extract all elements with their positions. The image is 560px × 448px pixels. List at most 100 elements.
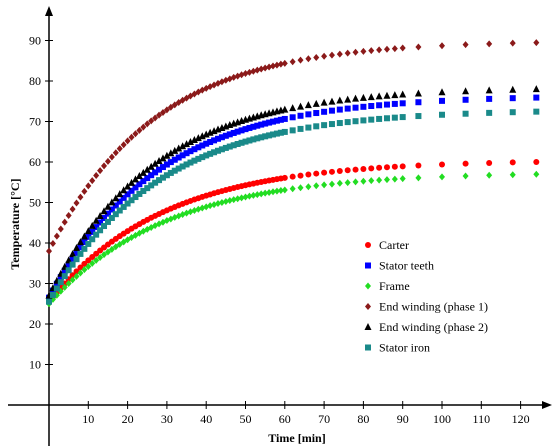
data-point <box>359 93 367 101</box>
data-point <box>281 105 289 113</box>
data-point <box>486 40 493 48</box>
data-point <box>85 233 92 240</box>
data-point <box>254 66 261 74</box>
data-point <box>262 189 269 197</box>
data-point <box>194 134 202 142</box>
data-point <box>462 96 469 103</box>
data-point <box>97 227 104 234</box>
data-point <box>328 121 335 128</box>
data-point <box>171 146 179 154</box>
data-point <box>313 110 320 117</box>
data-point <box>81 187 88 195</box>
data-point <box>77 269 84 277</box>
data-point <box>344 49 351 57</box>
data-point <box>151 159 159 167</box>
data-point <box>254 122 261 129</box>
data-point <box>352 118 359 125</box>
data-point <box>305 124 312 131</box>
data-point <box>368 103 375 110</box>
data-point <box>46 298 52 305</box>
data-point <box>207 150 214 157</box>
data-point <box>175 154 182 161</box>
data-point <box>262 133 269 140</box>
data-point <box>211 137 218 144</box>
data-point <box>69 205 76 213</box>
legend-label: End winding (phase 2) <box>379 320 488 334</box>
data-point <box>352 178 359 186</box>
data-point <box>297 102 305 110</box>
data-point <box>128 178 136 186</box>
data-point <box>112 211 119 218</box>
data-point <box>509 85 517 93</box>
data-point <box>92 216 100 224</box>
data-point <box>144 120 151 128</box>
data-point <box>344 105 351 112</box>
y-tick-label: 80 <box>29 74 41 88</box>
data-point <box>116 190 124 198</box>
data-point <box>171 156 178 163</box>
data-point <box>61 283 68 291</box>
data-point <box>266 188 273 196</box>
data-point <box>399 175 406 183</box>
data-point <box>438 88 446 96</box>
data-point <box>344 95 352 103</box>
data-point <box>383 176 390 184</box>
legend: Carter Stator teeth Frame End winding (phas… <box>364 238 488 355</box>
data-point <box>69 250 77 258</box>
data-point <box>191 157 198 164</box>
data-point <box>321 122 328 129</box>
series-end-winding-phase-1- <box>46 39 540 255</box>
data-point <box>415 99 422 106</box>
y-tick-label: 60 <box>29 155 41 169</box>
data-point <box>462 110 469 117</box>
data-point <box>509 109 516 116</box>
data-point <box>96 211 104 219</box>
data-point <box>81 266 88 274</box>
data-point <box>81 239 88 246</box>
data-point <box>218 146 225 153</box>
data-point <box>509 171 516 179</box>
data-point <box>238 194 245 202</box>
data-point <box>179 163 186 170</box>
data-point <box>383 115 390 122</box>
data-point <box>104 202 112 210</box>
data-point <box>152 169 159 176</box>
legend-marker <box>365 344 371 351</box>
data-point <box>147 162 155 170</box>
data-point <box>112 243 119 251</box>
data-point <box>246 137 253 144</box>
data-point <box>258 134 265 141</box>
data-point <box>97 253 104 261</box>
data-point <box>242 126 249 133</box>
data-point <box>85 262 92 270</box>
data-point <box>262 64 269 72</box>
data-point <box>277 129 284 136</box>
data-point <box>112 149 119 157</box>
data-point <box>486 159 493 166</box>
data-point <box>391 45 398 53</box>
x-tick-label: 100 <box>433 412 451 426</box>
data-point <box>246 192 253 200</box>
x-tick-label: 70 <box>318 412 330 426</box>
axes <box>8 6 552 446</box>
data-point <box>226 197 233 205</box>
data-point <box>533 108 540 115</box>
data-point <box>128 187 135 194</box>
data-point <box>368 47 375 55</box>
data-point <box>135 172 143 180</box>
data-point <box>344 167 351 174</box>
data-point <box>242 138 249 145</box>
data-point <box>258 190 265 198</box>
data-point <box>368 116 375 123</box>
data-point <box>159 174 166 181</box>
data-point <box>222 132 229 139</box>
data-point <box>120 194 127 201</box>
series-carter <box>46 158 540 305</box>
data-point <box>462 41 469 49</box>
data-point <box>462 87 470 95</box>
data-point <box>336 168 343 175</box>
data-point <box>73 199 80 207</box>
data-point <box>101 223 108 230</box>
data-point <box>439 42 445 50</box>
data-point <box>328 180 335 188</box>
